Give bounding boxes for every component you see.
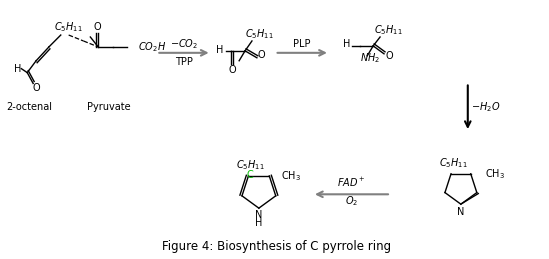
Text: TPP: TPP xyxy=(175,57,193,67)
Text: 2-octenal: 2-octenal xyxy=(6,102,52,112)
Text: H: H xyxy=(255,218,262,228)
Text: O: O xyxy=(32,83,40,93)
Text: O: O xyxy=(385,51,393,61)
Text: CH$_3$: CH$_3$ xyxy=(281,169,301,183)
Text: Figure 4: Biosynthesis of C pyrrole ring: Figure 4: Biosynthesis of C pyrrole ring xyxy=(162,240,391,253)
Text: $O_2$: $O_2$ xyxy=(345,194,358,208)
Text: O: O xyxy=(93,22,101,32)
Text: PLP: PLP xyxy=(294,39,311,49)
Text: Pyruvate: Pyruvate xyxy=(87,102,131,112)
Text: O: O xyxy=(258,50,266,60)
Text: $C_5H_{11}$: $C_5H_{11}$ xyxy=(439,156,467,170)
Text: $C_5H_{11}$: $C_5H_{11}$ xyxy=(54,20,83,34)
Text: H: H xyxy=(343,39,350,49)
Text: $-H_2O$: $-H_2O$ xyxy=(471,100,500,114)
Text: $NH_2$: $NH_2$ xyxy=(360,51,380,65)
Text: $C_5H_{11}$: $C_5H_{11}$ xyxy=(236,158,265,171)
Text: O: O xyxy=(228,65,236,75)
Text: H: H xyxy=(216,45,223,55)
Text: N: N xyxy=(255,210,262,220)
Text: $CO_2H$: $CO_2H$ xyxy=(138,40,166,54)
Text: C: C xyxy=(246,170,253,180)
Text: N: N xyxy=(457,207,464,217)
Text: $C_5H_{11}$: $C_5H_{11}$ xyxy=(373,23,402,37)
Text: H: H xyxy=(14,64,21,74)
Text: $-CO_2$: $-CO_2$ xyxy=(170,37,198,51)
Text: CH$_3$: CH$_3$ xyxy=(485,167,505,181)
Text: $FAD^+$: $FAD^+$ xyxy=(337,176,366,189)
Text: $C_5H_{11}$: $C_5H_{11}$ xyxy=(245,27,274,41)
